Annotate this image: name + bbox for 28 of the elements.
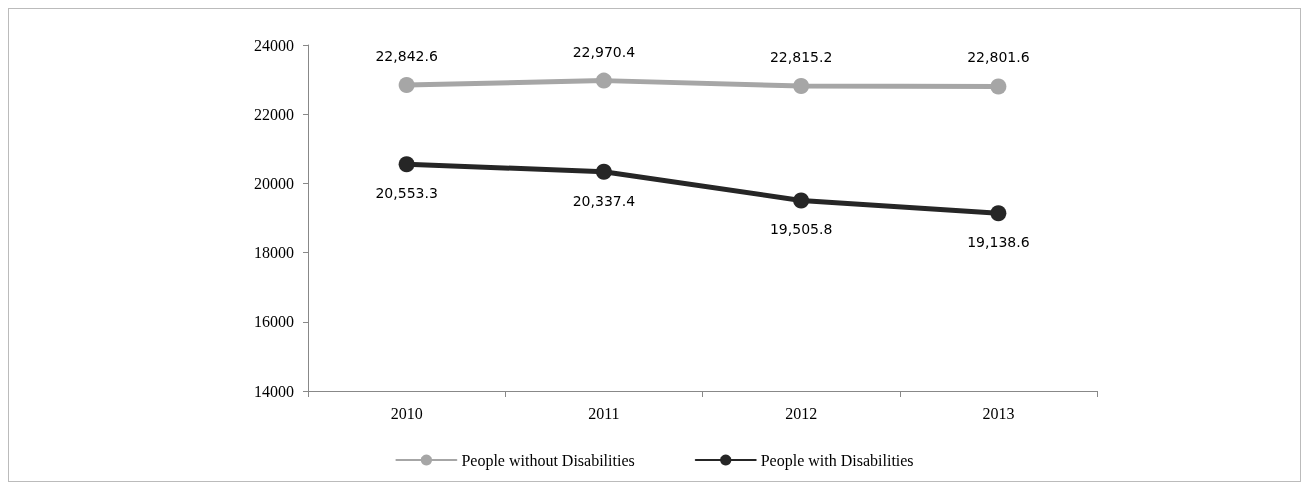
point [595, 72, 612, 89]
data-label: 20,553.3 [375, 185, 438, 202]
y-tick-label: 14000 [254, 382, 294, 400]
x-tick-label: 2011 [588, 404, 620, 422]
point [990, 205, 1007, 222]
y-tick-label: 20000 [254, 174, 294, 192]
x-tick-label: 2013 [982, 404, 1015, 422]
x-tick-label: 2010 [390, 404, 423, 422]
data-label: 22,815.2 [769, 48, 833, 65]
data-label: 22,801.6 [967, 49, 1030, 66]
y-tick-label: 22000 [254, 105, 294, 123]
data-label: 19,138.6 [967, 234, 1030, 251]
y-tick-label: 16000 [254, 313, 294, 331]
legend-label: People without Disabilities [461, 451, 635, 470]
data-label: 19,505.8 [769, 221, 833, 238]
point [990, 78, 1007, 95]
data-label: 22,842.6 [375, 48, 438, 65]
y-tick-label: 18000 [254, 244, 294, 262]
point [398, 77, 415, 94]
point [595, 163, 612, 180]
y-tick-label: 24000 [254, 36, 294, 54]
legend-label: People with Disabilities [760, 451, 914, 470]
data-label: 20,337.4 [572, 192, 636, 209]
point [793, 192, 810, 209]
point [398, 156, 415, 173]
point [793, 78, 810, 94]
data-label: 22,970.4 [572, 43, 636, 60]
x-tick-label: 2012 [785, 404, 818, 422]
